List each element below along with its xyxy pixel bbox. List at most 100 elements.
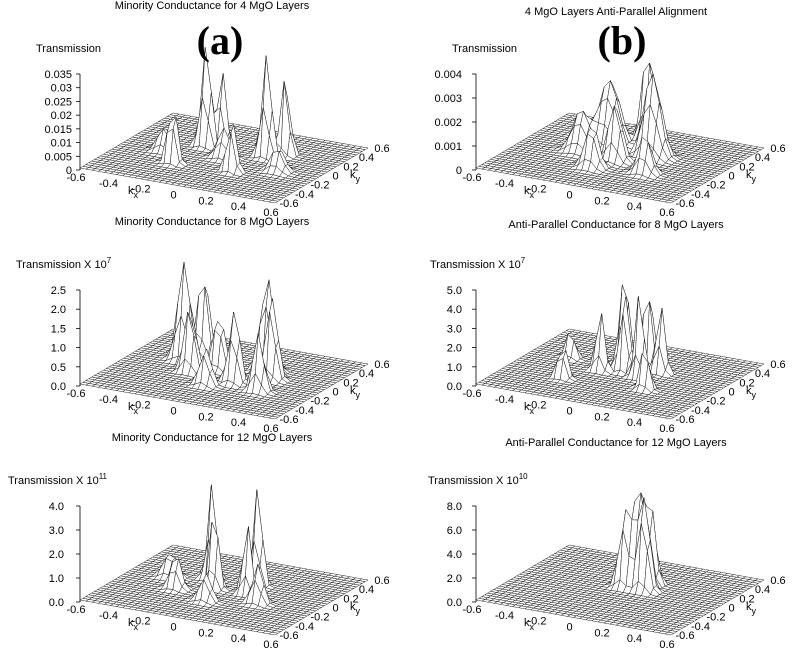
z-axis-label-text: Transmission bbox=[36, 43, 101, 55]
z-axis-label: Transmission X 107 bbox=[16, 256, 112, 271]
kx-tick-label: -0.2 bbox=[132, 184, 151, 196]
panel-title: Anti-Parallel Conductance for 8 MgO Laye… bbox=[508, 219, 724, 231]
kx-tick-label: 0.4 bbox=[627, 417, 642, 429]
panel: Anti-Parallel Conductance for 8 MgO Laye… bbox=[430, 219, 786, 435]
kx-tick-label: 0.2 bbox=[198, 195, 213, 207]
z-tick-label: 0.01 bbox=[51, 138, 72, 150]
kx-label-sub: x bbox=[134, 406, 139, 416]
z-axis-label-text: Transmission X 10 bbox=[430, 259, 521, 271]
panel-title: Minority Conductance for 4 MgO Layers bbox=[115, 0, 310, 12]
ky-axis-label: ky bbox=[746, 169, 757, 184]
ky-tick-label: 0 bbox=[332, 387, 338, 399]
kx-tick-label: 0 bbox=[566, 190, 572, 202]
z-axis-label: Transmission X 107 bbox=[430, 256, 526, 271]
panel: Minority Conductance for 8 MgO LayersTra… bbox=[16, 216, 390, 435]
ky-tick-label: 0.6 bbox=[374, 359, 389, 371]
z-tick-label: 0.5 bbox=[51, 362, 66, 374]
kx-tick-label: 0.2 bbox=[198, 411, 213, 423]
kx-tick-label: 0.4 bbox=[627, 201, 642, 213]
z-tick-label: 2.5 bbox=[51, 285, 66, 297]
ky-axis-label: ky bbox=[746, 385, 757, 400]
kx-tick-label: 0.6 bbox=[263, 207, 278, 219]
kx-label-sub: x bbox=[530, 190, 535, 200]
ky-tick-label: 0.4 bbox=[359, 368, 374, 380]
z-tick-label: 0.035 bbox=[44, 69, 72, 81]
panel: Minority Conductance for 12 MgO LayersTr… bbox=[8, 432, 390, 651]
ky-tick-label: -0.2 bbox=[311, 396, 330, 408]
kx-tick-label: -0.4 bbox=[495, 178, 514, 190]
kx-tick-label: 0.4 bbox=[231, 201, 246, 213]
z-tick-label: 0.002 bbox=[434, 117, 462, 129]
z-axis-label-exponent: 7 bbox=[521, 256, 526, 265]
kx-tick-label: 0.2 bbox=[594, 195, 609, 207]
z-tick-label: 0.03 bbox=[51, 83, 72, 95]
kx-label-base: k bbox=[128, 185, 134, 197]
kx-tick-label: 0.4 bbox=[231, 417, 246, 429]
kx-tick-label: -0.6 bbox=[67, 388, 86, 400]
z-tick-label: 0.02 bbox=[51, 110, 72, 122]
ky-tick-label: 0.4 bbox=[755, 368, 770, 380]
ky-label-sub: y bbox=[752, 174, 757, 184]
panel: Minority Conductance for 4 MgO Layers (a)… bbox=[36, 0, 390, 219]
ky-tick-label: -0.2 bbox=[707, 180, 726, 192]
kx-label-sub: x bbox=[530, 406, 535, 416]
ky-label-sub: y bbox=[752, 390, 757, 400]
z-tick-label: 4.0 bbox=[447, 304, 462, 316]
z-axis-label-exponent: 7 bbox=[107, 256, 112, 265]
ky-tick-label: 0 bbox=[728, 171, 734, 183]
kx-tick-label: -0.6 bbox=[463, 172, 482, 184]
kx-axis-label: kx bbox=[128, 185, 139, 200]
z-tick-label: 2.0 bbox=[447, 343, 462, 355]
z-tick-label: 1.0 bbox=[447, 362, 462, 374]
ky-tick-label: 0.6 bbox=[770, 143, 785, 155]
ky-tick-label: 0.6 bbox=[374, 143, 389, 155]
z-tick-label: 0 bbox=[456, 165, 462, 177]
kx-tick-label: -0.4 bbox=[99, 394, 118, 406]
z-axis-label-text: Transmission X 10 bbox=[16, 259, 107, 271]
z-tick-label: 0.003 bbox=[434, 93, 462, 105]
z-tick-label: 2.0 bbox=[51, 304, 66, 316]
panel-title: 4 MgO Layers Anti-Parallel Alignment bbox=[525, 6, 707, 18]
z-tick-label: 0 bbox=[66, 165, 72, 177]
kx-tick-label: -0.4 bbox=[495, 394, 514, 406]
kx-tick-label: 0 bbox=[566, 406, 572, 418]
ky-tick-label: 0 bbox=[332, 171, 338, 183]
z-axis-label-text: Transmission bbox=[452, 43, 517, 55]
z-tick-label: 1.0 bbox=[51, 343, 66, 355]
ky-axis-label: ky bbox=[350, 169, 361, 184]
z-axis-label: Transmission bbox=[36, 43, 101, 55]
z-tick-label: 0.025 bbox=[44, 96, 72, 108]
kx-tick-label: -0.6 bbox=[67, 172, 86, 184]
ky-tick-label: -0.4 bbox=[295, 189, 314, 201]
kx-tick-label: 0.6 bbox=[659, 207, 674, 219]
z-tick-label: 0.015 bbox=[44, 124, 72, 136]
panel-label: (a) bbox=[197, 18, 244, 63]
ky-tick-label: -0.2 bbox=[311, 180, 330, 192]
panel-label: (b) bbox=[598, 18, 647, 63]
z-tick-label: 0.005 bbox=[44, 151, 72, 163]
surface bbox=[79, 47, 369, 204]
ky-tick-label: 0.2 bbox=[343, 161, 358, 173]
z-tick-label: 0.001 bbox=[434, 141, 462, 153]
kx-tick-label: -0.4 bbox=[99, 178, 118, 190]
ky-tick-label: -0.2 bbox=[707, 396, 726, 408]
z-tick-label: 3.0 bbox=[447, 323, 462, 335]
ky-label-sub: y bbox=[356, 174, 361, 184]
z-axis-label: Transmission bbox=[452, 43, 517, 55]
kx-tick-label: 0.6 bbox=[659, 423, 674, 435]
z-tick-label: 0.004 bbox=[434, 69, 462, 81]
panel: 4 MgO Layers Anti-Parallel Alignment(b) T… bbox=[434, 6, 785, 219]
kx-label-sub: x bbox=[134, 190, 139, 200]
ky-tick-label: 0.6 bbox=[770, 359, 785, 371]
ky-tick-label: 0.4 bbox=[359, 152, 374, 164]
surface bbox=[475, 62, 765, 204]
ky-tick-label: -0.6 bbox=[280, 198, 299, 210]
z-tick-label: 0.0 bbox=[51, 381, 66, 393]
z-tick-label: 0.0 bbox=[447, 381, 462, 393]
z-tick-label: 1.5 bbox=[51, 323, 66, 335]
kx-tick-label: 0 bbox=[170, 190, 176, 202]
ky-label-sub: y bbox=[356, 390, 361, 400]
z-tick-label: 5.0 bbox=[447, 285, 462, 297]
kx-tick-label: -0.6 bbox=[463, 388, 482, 400]
